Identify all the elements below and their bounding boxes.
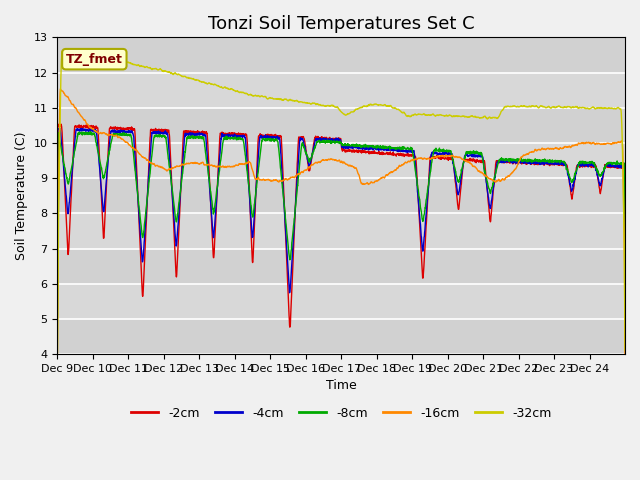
X-axis label: Time: Time bbox=[326, 379, 356, 392]
Legend: -2cm, -4cm, -8cm, -16cm, -32cm: -2cm, -4cm, -8cm, -16cm, -32cm bbox=[126, 402, 557, 424]
Bar bbox=[58, 37, 625, 72]
Bar bbox=[58, 108, 625, 143]
Text: TZ_fmet: TZ_fmet bbox=[66, 53, 123, 66]
Title: Tonzi Soil Temperatures Set C: Tonzi Soil Temperatures Set C bbox=[208, 15, 474, 33]
Bar bbox=[58, 249, 625, 284]
Bar bbox=[58, 319, 625, 354]
Y-axis label: Soil Temperature (C): Soil Temperature (C) bbox=[15, 132, 28, 260]
Bar bbox=[58, 178, 625, 213]
